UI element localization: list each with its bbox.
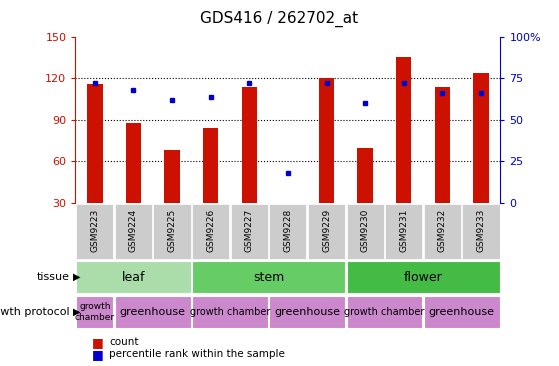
- Text: GSM9231: GSM9231: [399, 209, 408, 252]
- Bar: [269, 204, 306, 259]
- Text: stem: stem: [253, 271, 284, 284]
- Text: GSM9226: GSM9226: [206, 209, 215, 252]
- Text: GSM9228: GSM9228: [283, 209, 292, 252]
- Bar: [347, 261, 500, 293]
- Bar: [126, 123, 141, 203]
- Text: ▶: ▶: [73, 272, 80, 282]
- Bar: [435, 86, 450, 203]
- Text: growth protocol: growth protocol: [0, 307, 70, 317]
- Bar: [319, 78, 334, 203]
- Text: ■: ■: [92, 336, 104, 349]
- Bar: [192, 296, 268, 328]
- Text: GSM9230: GSM9230: [361, 209, 369, 252]
- Bar: [424, 296, 500, 328]
- Bar: [357, 147, 373, 203]
- Text: greenhouse: greenhouse: [120, 307, 186, 317]
- Bar: [115, 296, 191, 328]
- Bar: [192, 261, 345, 293]
- Text: growth
chamber: growth chamber: [75, 302, 115, 322]
- Bar: [203, 128, 219, 203]
- Bar: [231, 204, 268, 259]
- Bar: [87, 84, 102, 203]
- Text: growth chamber: growth chamber: [190, 307, 270, 317]
- Text: GSM9233: GSM9233: [476, 209, 486, 252]
- Bar: [154, 204, 191, 259]
- Text: flower: flower: [404, 271, 442, 284]
- Bar: [396, 57, 411, 203]
- Bar: [76, 261, 191, 293]
- Bar: [192, 204, 229, 259]
- Bar: [115, 204, 152, 259]
- Text: greenhouse: greenhouse: [429, 307, 495, 317]
- Bar: [385, 204, 422, 259]
- Text: ▶: ▶: [73, 307, 80, 317]
- Bar: [308, 204, 345, 259]
- Bar: [347, 296, 422, 328]
- Bar: [164, 150, 180, 203]
- Text: greenhouse: greenhouse: [274, 307, 340, 317]
- Bar: [241, 86, 257, 203]
- Text: GSM9224: GSM9224: [129, 209, 138, 252]
- Text: GSM9232: GSM9232: [438, 209, 447, 252]
- Text: growth chamber: growth chamber: [344, 307, 425, 317]
- Text: GSM9223: GSM9223: [90, 209, 100, 252]
- Text: GSM9227: GSM9227: [245, 209, 254, 252]
- Bar: [462, 204, 500, 259]
- Bar: [424, 204, 461, 259]
- Text: GDS416 / 262702_at: GDS416 / 262702_at: [201, 11, 358, 27]
- Text: GSM9225: GSM9225: [168, 209, 177, 252]
- Bar: [76, 296, 113, 328]
- Bar: [347, 204, 383, 259]
- Bar: [473, 73, 489, 203]
- Text: leaf: leaf: [122, 271, 145, 284]
- Text: ■: ■: [92, 348, 104, 361]
- Text: GSM9229: GSM9229: [322, 209, 331, 252]
- Text: tissue: tissue: [37, 272, 70, 282]
- Text: count: count: [109, 337, 139, 347]
- Bar: [76, 204, 113, 259]
- Bar: [269, 296, 345, 328]
- Text: percentile rank within the sample: percentile rank within the sample: [109, 349, 285, 359]
